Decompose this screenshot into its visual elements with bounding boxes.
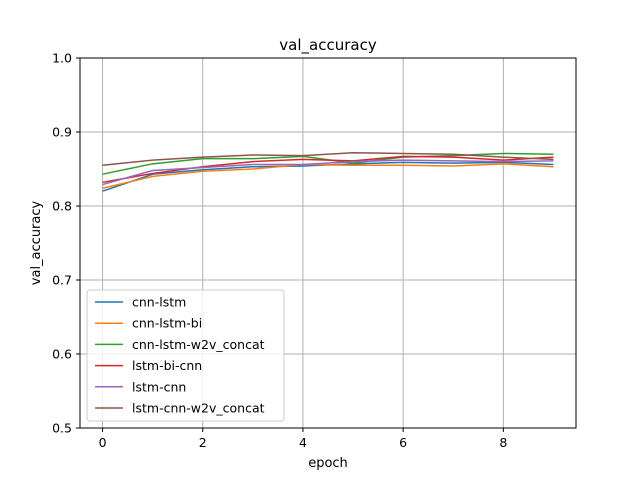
chart-title: val_accuracy	[279, 36, 377, 55]
plot-frame	[79, 57, 577, 429]
x-tick-label: 8	[499, 435, 507, 450]
y-tick-label: 0.5	[52, 421, 72, 436]
legend-box	[86, 289, 285, 422]
series-line-lstm-cnn	[102, 159, 554, 186]
y-tick-label: 0.8	[52, 199, 72, 214]
x-tick-label: 6	[399, 435, 407, 450]
series-lines	[102, 151, 554, 192]
series-line-cnn-lstm-bi	[102, 163, 554, 189]
legend-label: lstm-cnn	[132, 379, 186, 394]
series-line-lstm-bi-cnn	[102, 155, 554, 184]
legend: cnn-lstm cnn-lstm-bi cnn-lstm-w2v_concatls…	[86, 289, 285, 422]
legend-label: cnn-lstm	[132, 295, 186, 310]
series-line-cnn-lstm	[102, 161, 554, 192]
axis-ticks: 0 2 4 6 8 0.5 0.6 0.7 0.8 0.9 1.0	[52, 51, 507, 451]
legend-label: cnn-lstm-bi	[132, 316, 202, 331]
x-axis-label: epoch	[308, 456, 348, 471]
series-line-lstm-cnn-w2v_concat	[102, 151, 554, 167]
y-axis-label: val_accuracy	[29, 200, 44, 285]
x-tick-label: 4	[299, 435, 307, 450]
legend-label: cnn-lstm-w2v_concat	[132, 337, 265, 352]
y-tick-label: 0.9	[52, 125, 72, 140]
y-tick-label: 0.6	[52, 347, 72, 362]
y-tick-label: 1.0	[52, 51, 72, 66]
legend-label: lstm-cnn-w2v_concat	[132, 401, 265, 416]
legend-label: lstm-bi-cnn	[132, 358, 202, 373]
x-tick-label: 2	[199, 435, 207, 450]
x-tick-label: 0	[99, 435, 107, 450]
y-tick-label: 0.7	[52, 273, 72, 288]
